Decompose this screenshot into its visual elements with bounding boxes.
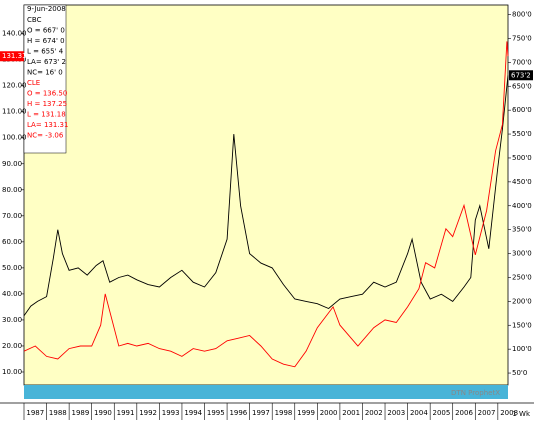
- y-tick-label: 30.00: [2, 316, 22, 324]
- quote-date: 9-Jun-2008: [27, 5, 66, 13]
- x-tick-label: 2008: [500, 409, 518, 417]
- y2-tick-label: 600'0: [512, 106, 532, 114]
- y2-tick-label: 750'0: [512, 34, 532, 42]
- x-tick-label: 1987: [26, 409, 44, 417]
- y2-tick-label: 50'0: [512, 369, 527, 377]
- quote-line: H = 674' 0: [27, 37, 65, 45]
- x-tick-label: 2001: [342, 409, 360, 417]
- x-tick-label: 1996: [229, 409, 247, 417]
- y2-tick-label: 500'0: [512, 154, 532, 162]
- x-tick-label: 2005: [433, 409, 451, 417]
- y-tick-label: 140.00: [2, 30, 27, 38]
- y2-tick-label: 250'0: [512, 273, 532, 281]
- y-tick-label: 20.00: [2, 342, 22, 350]
- x-tick-label: 1991: [117, 409, 135, 417]
- x-tick-label: 2002: [365, 409, 383, 417]
- y-tick-label: 40.00: [2, 290, 22, 298]
- x-tick-label: 2004: [410, 409, 428, 417]
- last-price-box: [509, 70, 533, 81]
- y2-tick-label: 650'0: [512, 82, 532, 90]
- quote-line: H = 137.25: [27, 100, 67, 108]
- y-tick-label: 90.00: [2, 160, 22, 168]
- y-tick-label: 10.00: [2, 368, 22, 376]
- x-tick-label: 1998: [275, 409, 293, 417]
- volume-strip: [24, 385, 508, 399]
- x-tick-label: 1989: [71, 409, 89, 417]
- last-price-label: 131.31: [2, 52, 27, 60]
- x-tick-label: 1995: [207, 409, 225, 417]
- x-tick-label: 2006: [455, 409, 473, 417]
- y-tick-label: 110.00: [2, 108, 27, 116]
- x-tick-label: 1993: [162, 409, 180, 417]
- period-label: 1 Wk: [512, 410, 531, 418]
- y2-tick-label: 700'0: [512, 58, 532, 66]
- x-tick-label: 1994: [184, 409, 202, 417]
- quote-line: L = 131.18: [27, 111, 66, 119]
- y-tick-label: 100.00: [2, 134, 27, 142]
- y2-tick-label: 100'0: [512, 345, 532, 353]
- y-tick-label: 120.00: [2, 82, 27, 90]
- y-tick-label: 70.00: [2, 212, 22, 220]
- last-price-box: [0, 51, 24, 62]
- last-price-label: 673'2: [511, 71, 531, 79]
- y2-tick-label: 300'0: [512, 250, 532, 258]
- y2-tick-label: 200'0: [512, 297, 532, 305]
- quote-box: [23, 4, 67, 154]
- quote-line: NC= 16' 0: [27, 69, 63, 77]
- quote-line: O = 136.50: [27, 90, 67, 98]
- x-tick-label: 1990: [94, 409, 112, 417]
- series-line: [23, 75, 509, 316]
- y2-tick-label: 550'0: [512, 130, 532, 138]
- y2-tick-label: 800'0: [512, 11, 532, 19]
- quote-line: O = 667' 0: [27, 27, 65, 35]
- quote-symbol: CLE: [27, 79, 40, 87]
- x-tick-label: 1992: [139, 409, 157, 417]
- x-tick-label: 2003: [387, 409, 405, 417]
- watermark: DTN ProphetX: [451, 389, 500, 397]
- quote-symbol: CBC: [27, 16, 42, 24]
- x-tick-label: 2007: [478, 409, 496, 417]
- y-tick-label: 50.00: [2, 264, 22, 272]
- quote-line: L = 655' 4: [27, 48, 64, 56]
- y-tick-label: 80.00: [2, 186, 22, 194]
- y2-tick-label: 400'0: [512, 202, 532, 210]
- x-tick-label: 1999: [297, 409, 315, 417]
- x-tick-label: 1997: [252, 409, 270, 417]
- x-tick-label: 1988: [49, 409, 67, 417]
- quote-line: LA= 131.31: [27, 121, 68, 129]
- series-line: [23, 41, 509, 368]
- quote-line: LA= 673' 2: [27, 58, 66, 66]
- x-tick-label: 2000: [320, 409, 338, 417]
- y2-tick-label: 350'0: [512, 226, 532, 234]
- y-tick-label: 60.00: [2, 238, 22, 246]
- plot-area: [23, 4, 509, 386]
- y2-tick-label: 450'0: [512, 178, 532, 186]
- y2-tick-label: 150'0: [512, 321, 532, 329]
- quote-line: NC= -3.06: [27, 132, 64, 140]
